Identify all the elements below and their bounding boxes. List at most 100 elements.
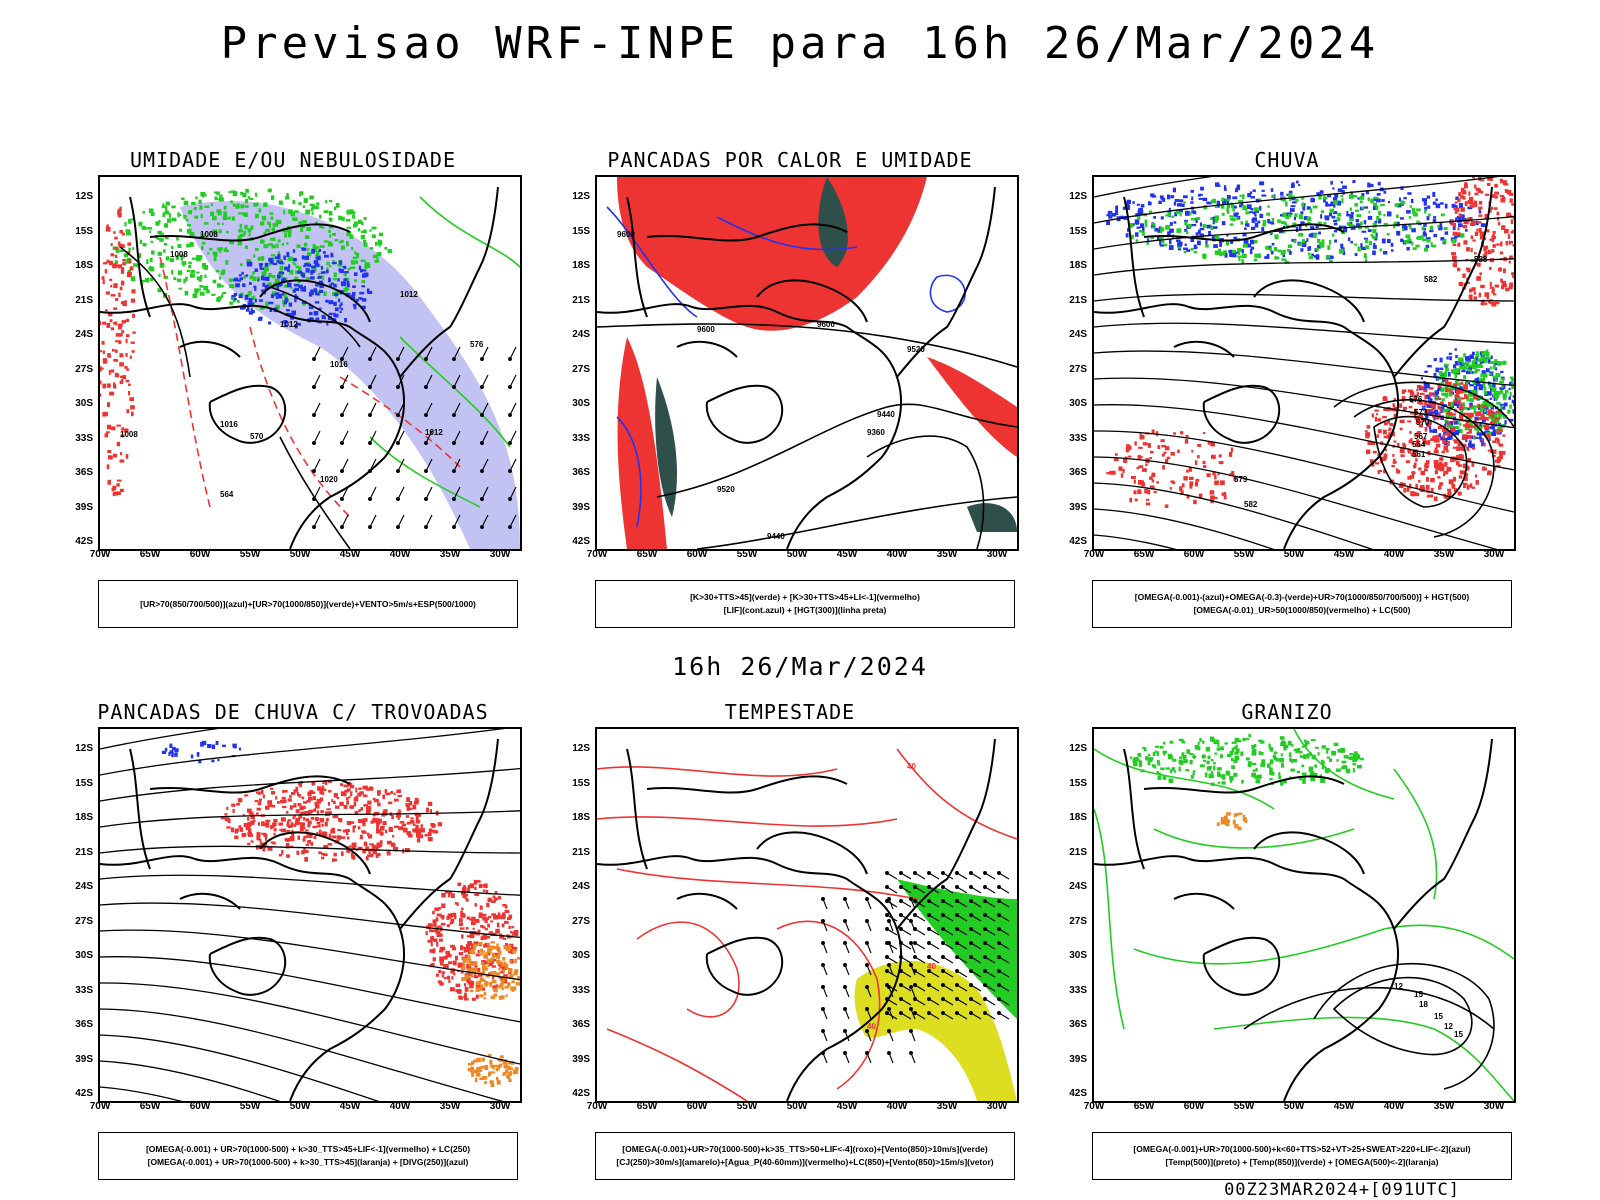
longitude-label: 65W	[1133, 1101, 1155, 1112]
contour-label: 9360	[867, 428, 885, 437]
longitude-label: 45W	[836, 549, 858, 560]
contour-label: 564	[220, 490, 234, 499]
teal-ocean-area	[967, 503, 1017, 532]
longitude-label: 60W	[1183, 549, 1205, 560]
panel-legend: [OMEGA(-0.001) + UR>70(1000-500) + k>30_…	[98, 1132, 518, 1180]
latitude-label: 24S	[1069, 881, 1087, 892]
map-canvas: 40 40 40	[597, 738, 1017, 1101]
forecast-map: 582 576 573 570 567 564 561 579 582 588	[1092, 175, 1516, 551]
latitude-label: 39S	[75, 501, 93, 513]
contour-label: 15	[1434, 1012, 1443, 1021]
longitude-label: 65W	[636, 1101, 658, 1112]
contour-label: 567	[1414, 432, 1428, 441]
run-timestamp: 00Z23MAR2024+[091UTC]	[1224, 1180, 1460, 1200]
latitude-label: 30S	[572, 950, 590, 961]
map-panel: CHUVA 582 576 573 570 567 564 561 579 582 588 12S 15…	[1047, 148, 1527, 628]
blue-lifted-index-lines	[606, 206, 966, 528]
contour-label: 18	[1419, 1000, 1428, 1009]
longitude-label: 60W	[686, 1101, 708, 1112]
contour-label: 15	[1414, 990, 1423, 999]
contour-label: 9440	[767, 532, 785, 541]
contour-label: 570	[1416, 418, 1430, 427]
latitude-label: 18S	[1069, 260, 1087, 271]
latitude-label: 42S	[75, 1088, 93, 1099]
latitude-label: 27S	[1069, 915, 1087, 927]
latitude-label: 12S	[75, 191, 93, 202]
longitude-label: 65W	[1133, 549, 1155, 560]
legend-line: [OMEGA(-0.001) + UR>70(1000-500) + k>30_…	[145, 1144, 471, 1154]
forecast-map	[98, 727, 522, 1103]
height-streamlines	[1094, 177, 1514, 549]
latitude-label: 27S	[572, 915, 590, 927]
longitude-label: 35W	[936, 549, 958, 560]
contour-label: 40	[907, 762, 916, 771]
contour-label: 588	[1474, 255, 1488, 264]
contour-label: 573	[1414, 408, 1428, 417]
latitude-label: 15S	[75, 225, 93, 237]
orange-south-cells	[467, 1054, 519, 1087]
panel-title: UMIDADE E/OU NEBULOSIDADE	[129, 148, 457, 172]
legend-line: [OMEGA(-0.001)+UR>70(1000-500)+k>35_TTS>…	[622, 1144, 988, 1154]
contour-label: 1016	[330, 360, 348, 369]
latitude-label: 33S	[1069, 984, 1087, 996]
red-thunderstorm-cells	[220, 779, 443, 862]
orange-omega-cells	[1216, 812, 1248, 831]
latitude-label: 42S	[1069, 536, 1087, 547]
latitude-label: 33S	[572, 984, 590, 996]
map-panel: UMIDADE E/OU NEBULOSIDADE 1008 1008 1012 101…	[53, 148, 533, 628]
latitude-label: 21S	[75, 846, 93, 858]
longitude-label: 55W	[736, 1101, 758, 1112]
coastline-borders	[1094, 186, 1493, 549]
latitude-label: 30S	[1069, 398, 1087, 409]
longitude-label: 70W	[89, 549, 111, 560]
latitude-label: 21S	[1069, 294, 1087, 306]
contour-label: 1012	[425, 428, 443, 437]
longitude-label: 35W	[439, 549, 461, 560]
panel-title: PANCADAS POR CALOR E UMIDADE	[607, 148, 973, 172]
contour-label: 12	[1444, 1022, 1453, 1031]
panel-legend: [K>30+TTS>45](verde) + [K>30+TTS>45+LI<-…	[595, 580, 1015, 628]
latitude-label: 18S	[572, 812, 590, 823]
contour-label: 40	[867, 1022, 876, 1031]
strong-wind-vectors	[885, 871, 1010, 1020]
latitude-label: 33S	[75, 432, 93, 444]
red-south-cells	[1106, 429, 1237, 508]
forecast-map: 9600 9600 9600 9520 9440 9360 9520 9440	[595, 175, 1019, 551]
latitude-label: 15S	[572, 225, 590, 237]
panel-legend: [OMEGA(-0.001)-(azul)+OMEGA(-0.3)-(verde…	[1092, 580, 1512, 628]
red-rain-cells	[1364, 379, 1506, 502]
longitude-label: 45W	[339, 549, 361, 560]
blue-divergence-cells	[161, 740, 241, 764]
latitude-label: 30S	[572, 398, 590, 409]
contour-label: 576	[1409, 395, 1423, 404]
legend-line: [UR>70(850/700/500)](azul)+[UR>70(1000/8…	[140, 598, 476, 609]
longitude-label: 30W	[489, 1101, 511, 1112]
low-pressure-rings	[1333, 381, 1514, 538]
latitude-label: 18S	[1069, 812, 1087, 823]
contour-label: 564	[1412, 440, 1426, 449]
longitude-label: 55W	[736, 549, 758, 560]
longitude-label: 65W	[139, 549, 161, 560]
latitude-label: 30S	[1069, 950, 1087, 961]
longitude-label: 70W	[1083, 549, 1105, 560]
longitude-label: 65W	[139, 1101, 161, 1112]
teal-south-area	[655, 377, 677, 517]
contour-label: 9520	[717, 485, 735, 494]
longitude-label: 50W	[786, 1101, 808, 1112]
blue-humidity-cells	[231, 247, 373, 329]
contour-label: 1008	[120, 430, 138, 439]
longitude-label: 55W	[239, 1101, 261, 1112]
legend-line: [OMEGA(-0.001) + UR>70(1000-500) + k>30_…	[147, 1157, 469, 1167]
latitude-label: 21S	[75, 294, 93, 306]
forecast-map: 1008 1008 1012 1012 1016 1016 1020 576 570 564 101…	[98, 175, 522, 551]
legend-line: [LIF](cont.azul) + [HGT(300)](linha pret…	[723, 605, 887, 615]
latitude-label: 21S	[1069, 846, 1087, 858]
longitude-label: 40W	[886, 549, 908, 560]
longitude-label: 40W	[389, 549, 411, 560]
contour-label: 1008	[200, 230, 218, 239]
latitude-label: 21S	[572, 846, 590, 858]
latitude-label: 15S	[1069, 777, 1087, 789]
contour-label: 9600	[697, 325, 715, 334]
latitude-label: 24S	[572, 329, 590, 340]
